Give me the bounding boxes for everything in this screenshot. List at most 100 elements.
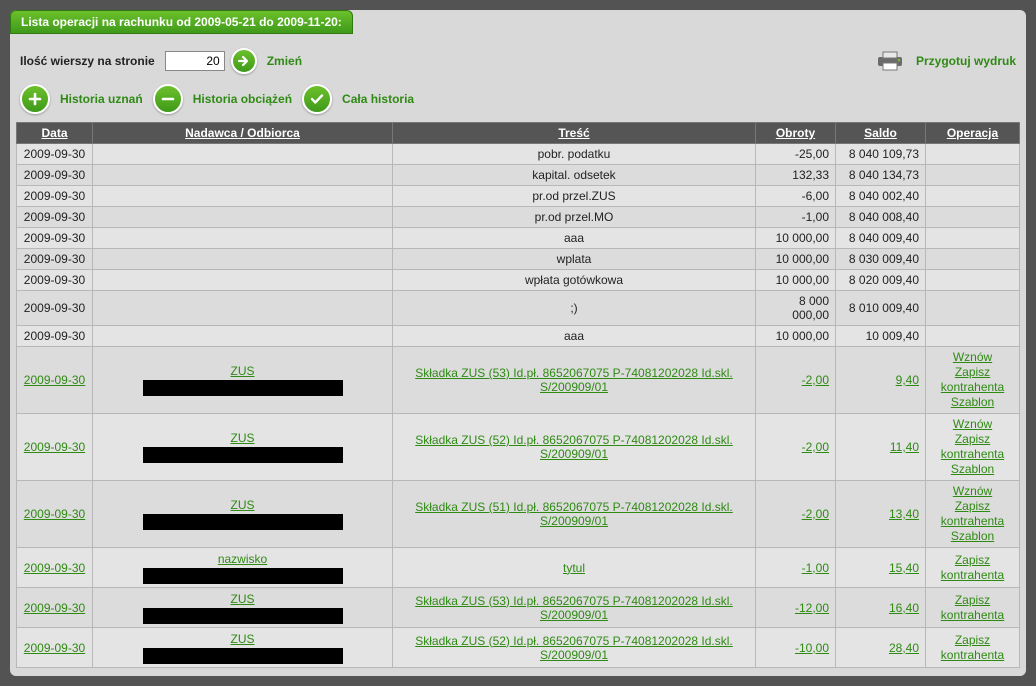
cell-date[interactable]: 2009-09-30	[17, 414, 93, 481]
cell-sender[interactable]: ZUS	[93, 481, 393, 548]
table-row: 2009-09-30ZUSSkładka ZUS (53) Id.pł. 865…	[17, 347, 1020, 414]
table-row: 2009-09-30wplata10 000,008 030 009,40	[17, 249, 1020, 270]
debits-filter-label[interactable]: Historia obciążeń	[193, 92, 292, 106]
redacted-block	[143, 648, 343, 664]
credits-filter-label[interactable]: Historia uznań	[60, 92, 143, 106]
table-row: 2009-09-30pr.od przel.ZUS-6,008 040 002,…	[17, 186, 1020, 207]
cell-sender	[93, 207, 393, 228]
cell-desc: pobr. podatku	[393, 144, 756, 165]
op-szablon[interactable]: Szablon	[932, 395, 1013, 410]
op-zapisz[interactable]: Zapisz kontrahenta	[932, 432, 1013, 462]
cell-operation	[926, 291, 1020, 326]
table-row: 2009-09-30wpłata gotówkowa10 000,008 020…	[17, 270, 1020, 291]
cell-balance[interactable]: 11,40	[836, 414, 926, 481]
cell-desc[interactable]: Składka ZUS (52) Id.pł. 8652067075 P-740…	[393, 414, 756, 481]
cell-date[interactable]: 2009-09-30	[17, 347, 93, 414]
cell-desc: aaa	[393, 326, 756, 347]
table-row: 2009-09-30aaa10 000,008 040 009,40	[17, 228, 1020, 249]
arrow-right-icon	[237, 54, 251, 68]
cell-desc: wpłata gotówkowa	[393, 270, 756, 291]
redacted-block	[143, 380, 343, 396]
cell-sender[interactable]: ZUS	[93, 628, 393, 668]
cell-desc[interactable]: Składka ZUS (52) Id.pł. 8652067075 P-740…	[393, 628, 756, 668]
cell-operation	[926, 228, 1020, 249]
change-button-label[interactable]: Zmień	[267, 54, 302, 68]
cell-desc: aaa	[393, 228, 756, 249]
col-turnover[interactable]: Obroty	[756, 123, 836, 144]
table-row: 2009-09-30ZUSSkładka ZUS (51) Id.pł. 865…	[17, 481, 1020, 548]
cell-sender	[93, 165, 393, 186]
cell-date: 2009-09-30	[17, 186, 93, 207]
cell-turnover[interactable]: -2,00	[756, 481, 836, 548]
col-date[interactable]: Data	[17, 123, 93, 144]
debits-filter-icon[interactable]	[153, 84, 183, 114]
col-balance[interactable]: Saldo	[836, 123, 926, 144]
cell-balance[interactable]: 16,40	[836, 588, 926, 628]
cell-operation: Zapisz kontrahenta	[926, 588, 1020, 628]
cell-date[interactable]: 2009-09-30	[17, 548, 93, 588]
op-szablon[interactable]: Szablon	[932, 462, 1013, 477]
cell-sender[interactable]: nazwisko	[93, 548, 393, 588]
table-row: 2009-09-30ZUSSkładka ZUS (53) Id.pł. 865…	[17, 588, 1020, 628]
toolbar: Ilość wierszy na stronie Zmień Przygotuj…	[10, 34, 1026, 84]
cell-sender[interactable]: ZUS	[93, 588, 393, 628]
op-szablon[interactable]: Szablon	[932, 529, 1013, 544]
cell-desc: pr.od przel.ZUS	[393, 186, 756, 207]
cell-desc[interactable]: Składka ZUS (53) Id.pł. 8652067075 P-740…	[393, 347, 756, 414]
cell-desc: ;)	[393, 291, 756, 326]
op-zapisz[interactable]: Zapisz kontrahenta	[932, 499, 1013, 529]
cell-turnover[interactable]: -2,00	[756, 347, 836, 414]
cell-date[interactable]: 2009-09-30	[17, 628, 93, 668]
cell-sender	[93, 326, 393, 347]
cell-date[interactable]: 2009-09-30	[17, 481, 93, 548]
cell-desc[interactable]: tytul	[393, 548, 756, 588]
cell-balance[interactable]: 13,40	[836, 481, 926, 548]
cell-sender[interactable]: ZUS	[93, 414, 393, 481]
cell-turnover[interactable]: -12,00	[756, 588, 836, 628]
op-zapisz[interactable]: Zapisz kontrahenta	[932, 633, 1013, 663]
col-sender[interactable]: Nadawca / Odbiorca	[93, 123, 393, 144]
credits-filter-icon[interactable]	[20, 84, 50, 114]
cell-turnover[interactable]: -1,00	[756, 548, 836, 588]
cell-balance[interactable]: 15,40	[836, 548, 926, 588]
cell-sender[interactable]: ZUS	[93, 347, 393, 414]
all-filter-icon[interactable]	[302, 84, 332, 114]
cell-turnover[interactable]: -2,00	[756, 414, 836, 481]
cell-operation: Zapisz kontrahenta	[926, 548, 1020, 588]
cell-balance: 10 009,40	[836, 326, 926, 347]
cell-desc[interactable]: Składka ZUS (51) Id.pł. 8652067075 P-740…	[393, 481, 756, 548]
minus-icon	[160, 91, 176, 107]
op-zapisz[interactable]: Zapisz kontrahenta	[932, 593, 1013, 623]
redacted-block	[143, 568, 343, 584]
cell-balance[interactable]: 9,40	[836, 347, 926, 414]
cell-operation: WznówZapisz kontrahentaSzablon	[926, 347, 1020, 414]
cell-desc: kapital. odsetek	[393, 165, 756, 186]
cell-turnover: 8 000 000,00	[756, 291, 836, 326]
cell-balance: 8 040 109,73	[836, 144, 926, 165]
cell-balance: 8 020 009,40	[836, 270, 926, 291]
op-wznow[interactable]: Wznów	[932, 417, 1013, 432]
panel: Lista operacji na rachunku od 2009-05-21…	[10, 10, 1026, 676]
op-wznow[interactable]: Wznów	[932, 484, 1013, 499]
cell-desc[interactable]: Składka ZUS (53) Id.pł. 8652067075 P-740…	[393, 588, 756, 628]
print-button[interactable]: Przygotuj wydruk	[916, 54, 1016, 68]
cell-balance[interactable]: 28,40	[836, 628, 926, 668]
rows-per-page-input[interactable]	[165, 51, 225, 71]
all-filter-label[interactable]: Cała historia	[342, 92, 414, 106]
rows-per-page-label: Ilość wierszy na stronie	[20, 54, 155, 68]
printer-icon	[876, 50, 904, 72]
cell-balance: 8 040 008,40	[836, 207, 926, 228]
cell-operation	[926, 165, 1020, 186]
op-zapisz[interactable]: Zapisz kontrahenta	[932, 553, 1013, 583]
check-icon	[309, 91, 325, 107]
change-button-icon[interactable]	[231, 48, 257, 74]
op-zapisz[interactable]: Zapisz kontrahenta	[932, 365, 1013, 395]
cell-sender	[93, 249, 393, 270]
cell-turnover: 10 000,00	[756, 249, 836, 270]
col-desc[interactable]: Treść	[393, 123, 756, 144]
table-row: 2009-09-30nazwiskotytul-1,0015,40Zapisz …	[17, 548, 1020, 588]
op-wznow[interactable]: Wznów	[932, 350, 1013, 365]
cell-turnover[interactable]: -10,00	[756, 628, 836, 668]
redacted-block	[143, 514, 343, 530]
cell-date[interactable]: 2009-09-30	[17, 588, 93, 628]
